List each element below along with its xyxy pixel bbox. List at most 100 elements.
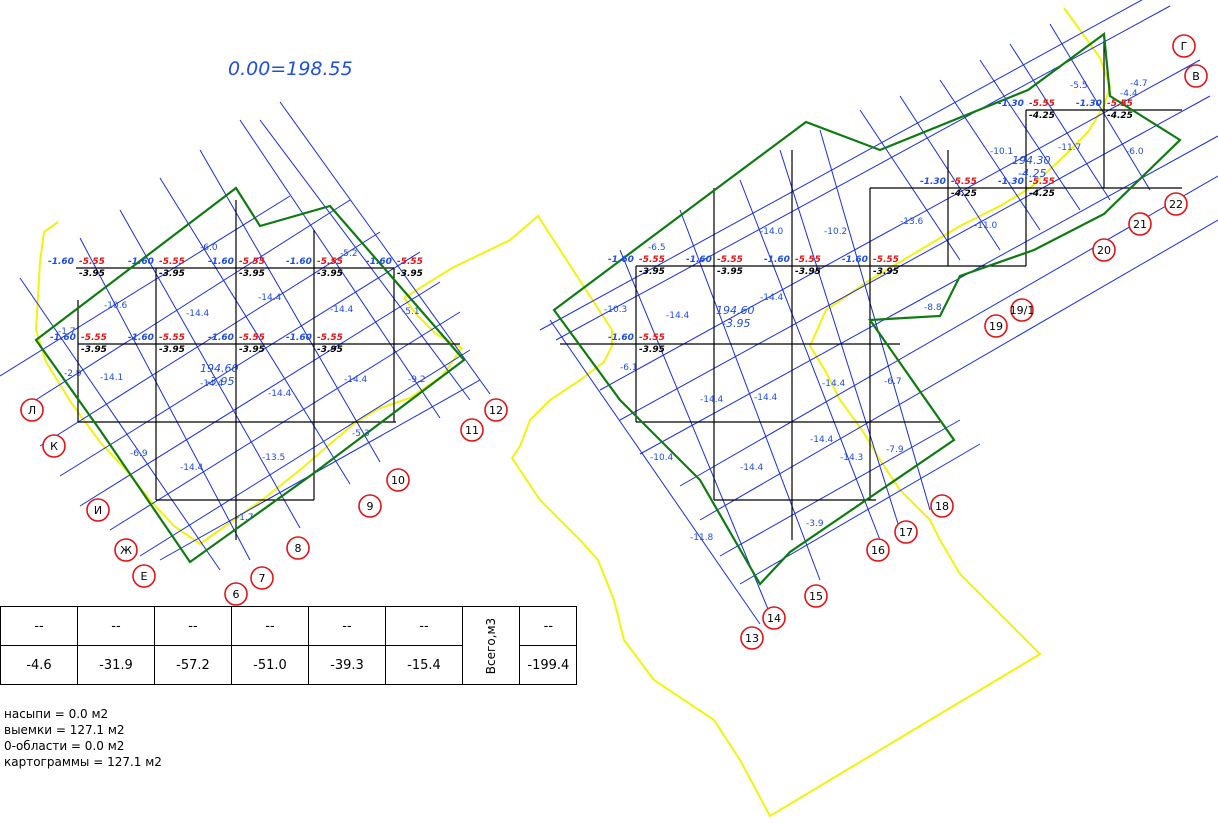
- elev-work: -3.95: [397, 269, 423, 279]
- axis-marker-circle: [1164, 192, 1188, 216]
- cell-volume: -6.9: [130, 449, 148, 459]
- elev-existing: -1.60: [208, 333, 234, 343]
- axis-marker-label: 6: [233, 588, 240, 601]
- elev-existing: -1.30: [998, 99, 1024, 109]
- axis-marker-label: 21: [1133, 218, 1147, 231]
- center-work-mark: -4.25: [1018, 167, 1046, 180]
- cell-volume: -14.4: [760, 293, 784, 303]
- total-value-cell: -199.4: [519, 645, 578, 685]
- cell-volume: -6.0: [1126, 147, 1144, 157]
- left-grid-lines-b: [19, 101, 491, 571]
- cell-volume: -2.9: [64, 369, 82, 379]
- axis-marker-label: В: [1192, 70, 1200, 83]
- total-label: Всего,м3: [484, 617, 499, 674]
- axis-marker-circle: [740, 626, 764, 650]
- axis-marker-label: Г: [1181, 40, 1188, 53]
- area-summary: насыпи = 0.0 м2 выемки = 127.1 м2 0-обла…: [4, 706, 162, 770]
- cell-volume: -14.4: [344, 375, 368, 385]
- elev-design: -5.55: [317, 257, 343, 267]
- left-elevation-labels: -1.60 -5.55 -3.95 -1.60 -5.55 -3.95 -1.60 -5.55…: [48, 243, 426, 523]
- elev-design: -5.55: [1029, 177, 1055, 187]
- right-boundary: [552, 31, 1182, 586]
- axis-marker-circle: [804, 584, 828, 608]
- center-elevation: 194.30: [1012, 154, 1051, 167]
- area-zero: 0-области = 0.0 м2: [4, 739, 125, 753]
- right-grid-lines-a: [539, 0, 1218, 585]
- table-value-cell: -57.2: [154, 645, 232, 685]
- cell-volume: -6.1: [620, 363, 638, 373]
- cell-volume: -6.7: [884, 377, 902, 387]
- cell-volume: -10.6: [104, 301, 128, 311]
- center-work-mark: -3.95: [206, 375, 234, 388]
- right-axis-markers: Г В 22 21 20 19/1 19 18 17 16 15 14 13: [740, 34, 1208, 650]
- elev-existing: -1.60: [764, 255, 790, 265]
- table-header-row: -- -- -- -- -- -- Всего,м3 --: [0, 606, 578, 685]
- elev-existing: -1.30: [920, 177, 946, 187]
- cell-volume: -14.1: [100, 373, 123, 383]
- datum-label: 0.00=198.55: [228, 58, 353, 80]
- cell-volume: -4.4: [1120, 89, 1138, 99]
- axis-marker-label: 12: [489, 404, 503, 417]
- elev-design: -5.55: [81, 333, 107, 343]
- cell-volume: -14.4: [258, 293, 282, 303]
- cell-volume: -7.9: [886, 445, 904, 455]
- axis-marker-circle: [930, 494, 954, 518]
- total-label-cell: Всего,м3: [461, 606, 521, 685]
- cell-volume: -14.4: [268, 389, 292, 399]
- cell-volume: -5.3: [352, 429, 370, 439]
- axis-marker-circle: [762, 606, 786, 630]
- axis-marker-circle: [250, 566, 274, 590]
- elev-existing: -1.60: [608, 255, 634, 265]
- axis-marker-label: 22: [1169, 198, 1183, 211]
- axis-marker-label: 9: [367, 500, 374, 513]
- axis-marker-label: 13: [745, 632, 759, 645]
- elev-design: -5.55: [159, 257, 185, 267]
- elev-work: -3.95: [239, 345, 265, 355]
- cell-volume: -8.8: [924, 303, 942, 313]
- elev-design: -5.55: [159, 333, 185, 343]
- elev-work: -3.95: [79, 269, 105, 279]
- axis-marker-circle: [386, 468, 410, 492]
- cell-volume: -11.8: [690, 533, 714, 543]
- area-fill: насыпи = 0.0 м2: [4, 707, 109, 721]
- axis-marker-label: 10: [391, 474, 405, 487]
- yellow-contour-left: [34, 221, 464, 546]
- table-value-cell: -15.4: [385, 645, 463, 685]
- axis-marker-label: И: [94, 504, 102, 517]
- left-axis-markers: Л К И ЖЕ 6 7 8 9 10 11 12: [20, 398, 508, 606]
- elev-design: -5.55: [79, 257, 105, 267]
- axis-marker-label: 17: [899, 526, 913, 539]
- axis-marker-label: 14: [767, 612, 781, 625]
- axis-marker-label: 19/1: [1010, 304, 1035, 317]
- axis-marker-circle: [224, 582, 248, 606]
- table-header-cell: --: [385, 606, 463, 646]
- cell-volume: -1.7: [58, 327, 76, 337]
- table-value-cell: -4.6: [0, 645, 78, 685]
- elev-work: -3.95: [639, 345, 665, 355]
- axis-marker-label: 7: [259, 572, 266, 585]
- elev-work: -3.95: [873, 267, 899, 277]
- elev-work: -3.95: [317, 345, 343, 355]
- elev-work: -3.95: [239, 269, 265, 279]
- elev-existing: -1.60: [608, 333, 634, 343]
- axis-marker-circle: [286, 536, 310, 560]
- axis-marker-label: 16: [871, 544, 885, 557]
- cell-volume: -10.1: [990, 147, 1013, 157]
- cell-volume: -14.4: [754, 393, 778, 403]
- axis-marker-circle: [484, 398, 508, 422]
- axis-marker-label: Ж: [120, 544, 132, 557]
- cell-volume: -14.4: [810, 435, 834, 445]
- elev-work: -3.95: [317, 269, 343, 279]
- cell-volume: -14.4: [740, 463, 764, 473]
- axis-marker-label: 20: [1097, 244, 1111, 257]
- axis-marker-circle: [1092, 238, 1116, 262]
- elev-design: -5.55: [397, 257, 423, 267]
- table-value-cell: -31.9: [77, 645, 155, 685]
- center-work-mark: -3.95: [722, 317, 750, 330]
- axis-marker-circle: [132, 564, 156, 588]
- elev-existing: -1.60: [128, 257, 154, 267]
- elev-design: -5.55: [239, 257, 265, 267]
- yellow-contour-right: [403, 7, 1112, 818]
- elev-design: -5.55: [639, 333, 665, 343]
